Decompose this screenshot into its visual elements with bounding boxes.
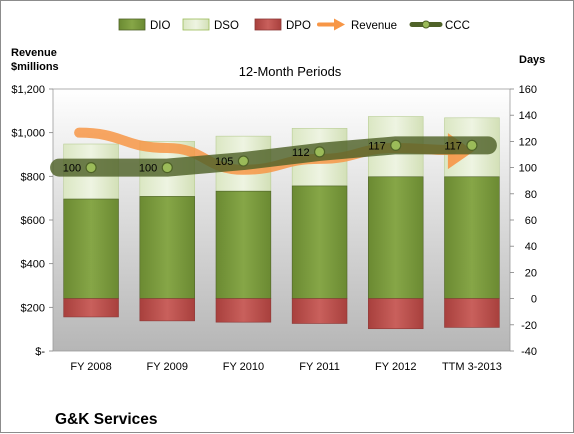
dpo-bar [368, 298, 424, 330]
legend-label-dio: DIO [150, 20, 171, 32]
dpo-bar [444, 298, 500, 328]
dpo-bar [63, 298, 119, 318]
left-tick-label: $1,000 [11, 128, 45, 140]
left-axis-title-line2: $millions [11, 61, 59, 73]
right-tick-label: 20 [525, 267, 537, 279]
category-label: FY 2010 [223, 361, 264, 373]
right-tick-label: -20 [521, 320, 537, 332]
dio-bar [139, 196, 195, 299]
category-label: FY 2012 [375, 361, 416, 373]
right-tick-label: 0 [531, 294, 537, 306]
legend-swatch-dpo [254, 18, 282, 31]
legend-swatch-dso [182, 18, 210, 31]
legend-label-dso: DSO [214, 20, 239, 32]
legend-swatch-dio [118, 18, 146, 31]
left-tick-label: $400 [21, 259, 45, 271]
dio-bar [368, 176, 424, 299]
legend-item-ccc: CCC [409, 20, 470, 32]
category-label: TTM 3-2013 [442, 361, 502, 373]
ccc-data-label: 100 [139, 163, 157, 175]
ccc-marker [313, 146, 326, 158]
legend-label-revenue: Revenue [351, 20, 397, 32]
left-tick-label: $800 [21, 171, 45, 183]
left-tick-label: $600 [21, 215, 45, 227]
right-tick-label: -40 [521, 346, 537, 358]
legend-item-dso: DSO [182, 18, 239, 32]
category-label: FY 2008 [70, 361, 111, 373]
ccc-data-label: 100 [63, 163, 81, 175]
legend-item-dio: DIO [118, 18, 171, 32]
right-tick-label: 40 [525, 241, 537, 253]
legend-item-revenue: Revenue [317, 18, 397, 32]
category-axis: FY 2008 FY 2009 FY 2010 FY 2011 FY 2012 TTM 3… [70, 361, 501, 373]
right-tick-label: 140 [519, 110, 537, 122]
ccc-series: 100 100 105 112 117 117 [50, 136, 497, 177]
chart-title: 12-Month Periods [239, 64, 342, 79]
right-tick-label: 120 [519, 136, 537, 148]
dpo-bar [139, 298, 195, 322]
ccc-marker [161, 162, 173, 174]
legend-arrowhead-revenue-icon [334, 18, 345, 31]
right-tick-label: 100 [519, 163, 537, 175]
ccc-data-label: 117 [368, 140, 386, 152]
dpo-bar [291, 298, 348, 324]
left-tick-label: $1,200 [11, 84, 45, 96]
ccc-marker [466, 139, 478, 151]
legend-label-ccc: CCC [445, 20, 470, 32]
legend-item-dpo: DPO [254, 18, 311, 32]
right-tick-label: 80 [525, 189, 537, 201]
dpo-bar [215, 298, 272, 323]
right-axis: -40 -20 0 20 40 60 80 100 120 140 160 [510, 84, 537, 358]
dio-bar [215, 190, 272, 299]
dio-bar [291, 185, 348, 299]
ccc-data-label: 112 [292, 147, 310, 159]
right-tick-label: 160 [519, 84, 537, 96]
ccc-marker [390, 139, 402, 151]
left-axis-title-line1: Revenue [11, 47, 57, 59]
dio-bar [63, 198, 119, 299]
category-label: FY 2011 [299, 361, 340, 373]
ccc-data-label: 117 [444, 140, 462, 152]
dio-bar [444, 176, 500, 299]
right-axis-title: Days [519, 54, 545, 66]
left-axis: $- $200 $400 $600 $800 $1,000 $1,200 [11, 84, 53, 358]
category-label: FY 2009 [147, 361, 188, 373]
ccc-marker [237, 155, 250, 167]
right-tick-label: 60 [525, 215, 537, 227]
ccc-data-label: 105 [215, 156, 233, 168]
legend: DIO DSO DPO Revenue CCC [118, 18, 470, 32]
legend-marker-ccc [422, 20, 430, 29]
ccc-line [50, 136, 497, 177]
left-tick-label: $- [35, 346, 45, 358]
ccc-marker [85, 162, 97, 174]
company-name: G&K Services [55, 411, 158, 428]
left-tick-label: $200 [21, 302, 45, 314]
legend-label-dpo: DPO [286, 20, 311, 32]
plot-area [52, 88, 511, 352]
